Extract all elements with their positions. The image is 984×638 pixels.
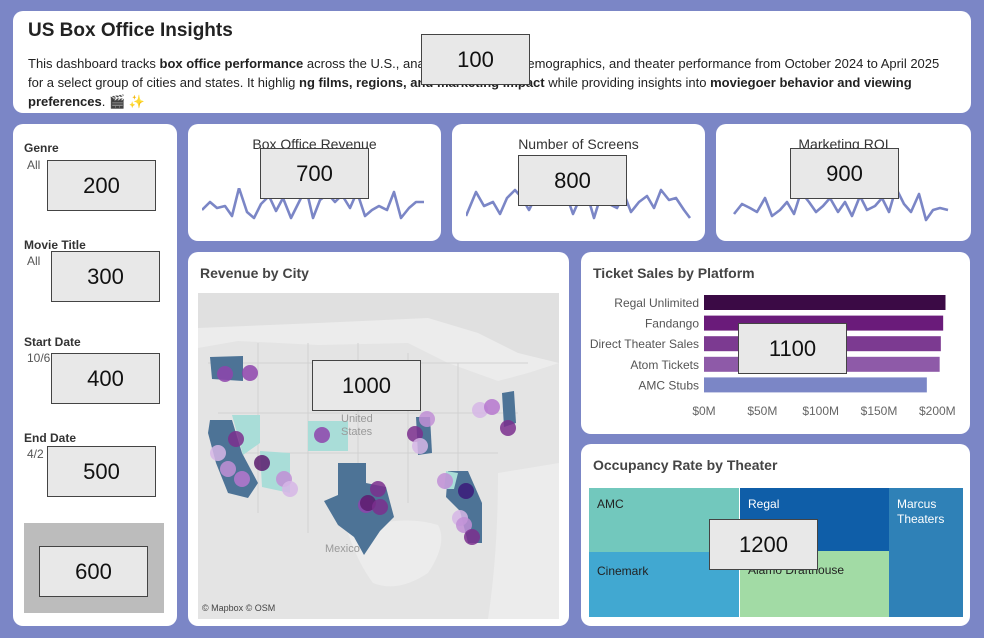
map-title: Revenue by City [200, 265, 309, 281]
dashboard-title: US Box Office Insights [28, 20, 233, 41]
treemap-cell-marcus[interactable]: Marcus Theaters [889, 488, 963, 617]
city-bubbles [210, 365, 516, 545]
us-map[interactable]: United States Mexico © Mapbox © OSM [198, 293, 559, 619]
overlay-box-300: 300 [51, 251, 160, 302]
overlay-box-400: 400 [51, 353, 160, 404]
end-date-filter-label: End Date [24, 431, 77, 445]
overlay-box-1100: 1100 [738, 323, 847, 374]
map-label-mexico: Mexico [325, 543, 360, 555]
bar-category-label: Atom Tickets [630, 358, 699, 372]
map-label-us: United States [341, 413, 373, 438]
genre-filter-value[interactable]: All [27, 158, 41, 172]
overlay-box-1000: 1000 [312, 360, 421, 411]
bar-chart-title: Ticket Sales by Platform [593, 265, 755, 281]
genre-filter-label: Genre [24, 141, 59, 155]
bar-category-label: Direct Theater Sales [590, 337, 699, 351]
overlay-box-800: 800 [518, 155, 627, 206]
treemap-title: Occupancy Rate by Theater [593, 457, 778, 473]
overlay-box-600: 600 [39, 546, 148, 597]
bar-4[interactable] [704, 377, 927, 393]
bar-category-label: AMC Stubs [638, 378, 699, 392]
overlay-box-100: 100 [421, 34, 530, 85]
start-date-filter-value[interactable]: 10/6 [27, 351, 51, 365]
kpi-title: Number of Screens [518, 136, 639, 152]
x-tick-label: $50M [747, 404, 777, 418]
revenue-by-city-panel: Revenue by City [188, 252, 569, 626]
bar-category-label: Regal Unlimited [614, 296, 699, 310]
x-tick-label: $100M [802, 404, 839, 418]
overlay-box-1200: 1200 [709, 519, 818, 570]
bar-0[interactable] [704, 295, 946, 310]
x-tick-label: $200M [919, 404, 956, 418]
x-tick-label: $150M [861, 404, 898, 418]
overlay-box-200: 200 [47, 160, 156, 211]
bar-category-label: Fandango [645, 317, 699, 331]
overlay-box-700: 700 [260, 148, 369, 199]
map-attribution: © Mapbox © OSM [202, 603, 276, 613]
revenue-sparkline [202, 188, 424, 220]
start-date-filter-label: Start Date [24, 335, 81, 349]
overlay-box-900: 900 [790, 148, 899, 199]
movie-title-filter-label: Movie Title [24, 238, 86, 252]
movie-title-filter-value[interactable]: All [27, 254, 41, 268]
map-svg [198, 293, 559, 619]
end-date-filter-value[interactable]: 4/2 [27, 447, 44, 461]
overlay-box-500: 500 [47, 446, 156, 497]
roi-sparkline [732, 188, 949, 222]
x-tick-label: $0M [692, 404, 715, 418]
